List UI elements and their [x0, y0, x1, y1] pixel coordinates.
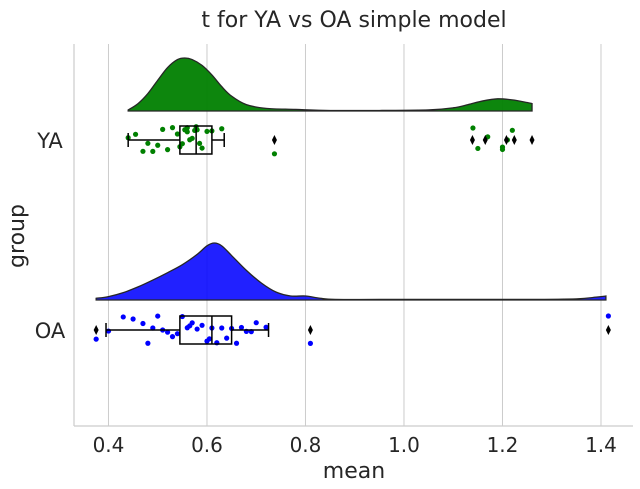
strip-point [219, 126, 225, 132]
strip-point [164, 147, 171, 153]
strip-point [184, 129, 190, 135]
strip-point [253, 320, 259, 326]
strip-point [164, 329, 171, 335]
strip-point [174, 131, 181, 137]
x-tick-label: 0.8 [290, 433, 322, 457]
strip-point [263, 324, 269, 330]
strip-point [238, 324, 245, 331]
strip-point [155, 313, 161, 319]
outlier-marker [482, 135, 488, 145]
strip-point [189, 320, 195, 326]
y-tick-label: OA [35, 319, 66, 343]
strip-point [155, 142, 161, 148]
strip-point [499, 146, 506, 153]
x-tick-label: 0.6 [191, 433, 223, 457]
strip-point [179, 141, 185, 147]
outlier-marker [503, 135, 509, 145]
strip-point [160, 126, 166, 132]
strip-point [93, 336, 99, 342]
strip-point [140, 320, 146, 327]
strip-point [605, 313, 611, 319]
strip-point [307, 340, 314, 346]
strip-point [169, 125, 176, 131]
strip-point [204, 128, 210, 135]
strip-point [130, 316, 136, 322]
strip-point [189, 135, 195, 141]
y-tick-label: YA [36, 129, 63, 153]
outlier-marker [529, 135, 535, 145]
outlier-marker [605, 325, 611, 335]
strip-point [120, 314, 126, 320]
strip-point [509, 127, 515, 133]
outlier-marker [271, 135, 277, 145]
x-axis-label: mean [323, 459, 385, 484]
outlier-marker [469, 135, 475, 145]
density-cloud [127, 57, 533, 112]
box-iqr [179, 315, 233, 345]
x-tick-label: 1.0 [388, 433, 420, 457]
y-axis-label: group [5, 204, 30, 268]
strip-point [219, 325, 225, 331]
strip-point [233, 340, 240, 346]
strip-point [194, 127, 200, 133]
strip-point [140, 148, 146, 154]
strip-point [199, 145, 205, 151]
strip-point [194, 326, 200, 332]
strip-point [145, 140, 151, 146]
strip-point [470, 125, 476, 131]
strip-point [206, 336, 213, 342]
strip-point [150, 148, 156, 154]
x-tick-label: 0.4 [93, 433, 125, 457]
outlier-marker [93, 325, 99, 335]
x-tick-label: 1.2 [487, 433, 519, 457]
chart-title: t for YA vs OA simple model [201, 8, 506, 33]
strip-point [145, 340, 151, 346]
outlier-marker [307, 325, 313, 335]
strip-point [169, 334, 176, 340]
strip-point [132, 131, 139, 137]
strip-point [199, 322, 205, 328]
plot-area: 0.4 0.6 0.8 1.0 1.2 1.4 YA OA [35, 44, 633, 457]
density-cloud [95, 242, 607, 301]
outlier-marker [511, 135, 517, 145]
strip-point [224, 335, 230, 341]
strip-point [174, 331, 181, 337]
strip-point [196, 140, 203, 147]
x-tick-label: 1.4 [585, 433, 617, 457]
strip-point [475, 145, 481, 152]
strip-point [271, 151, 278, 157]
